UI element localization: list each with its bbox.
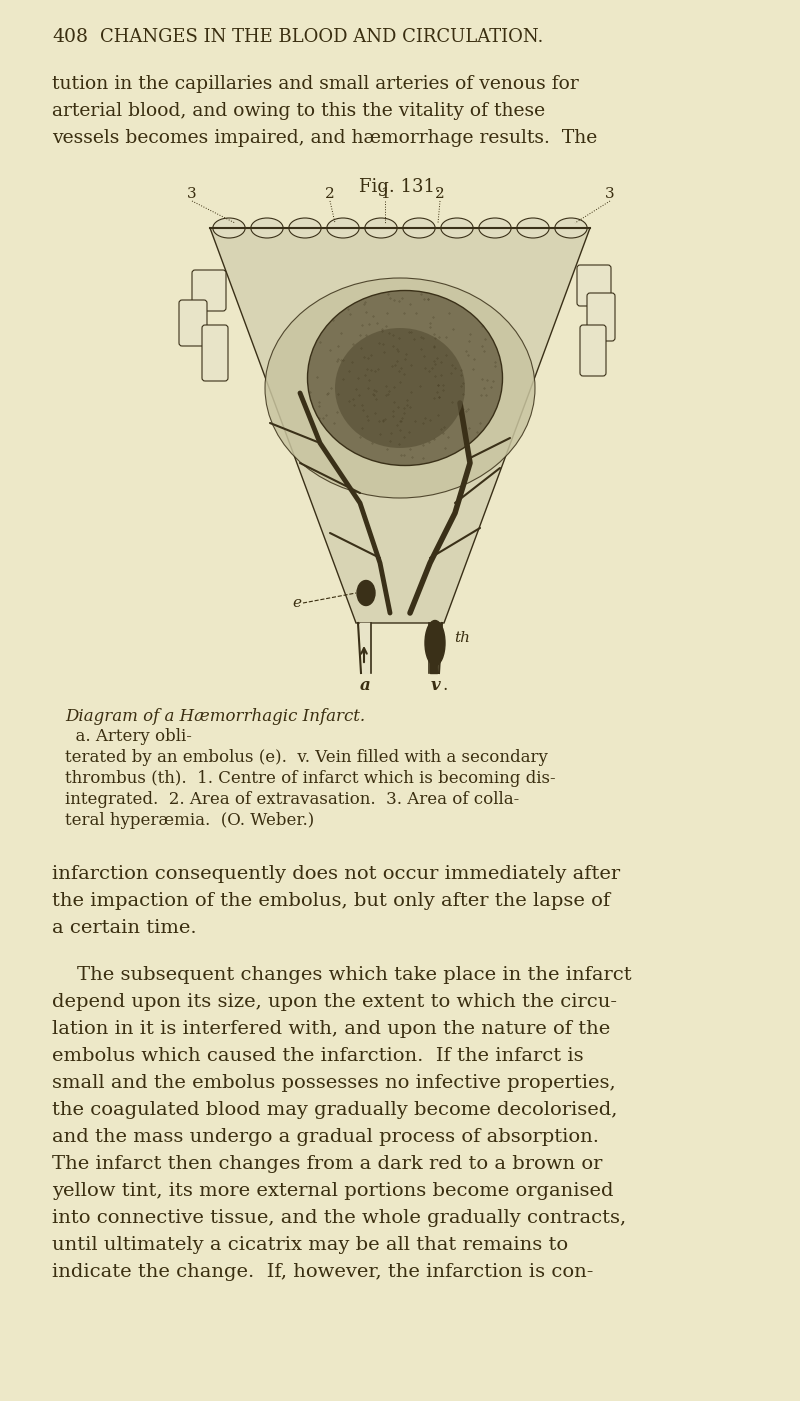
- Text: a. Artery obli-: a. Artery obli-: [65, 729, 192, 745]
- Ellipse shape: [213, 219, 245, 238]
- Ellipse shape: [403, 219, 435, 238]
- Text: Fig. 131.: Fig. 131.: [359, 178, 441, 196]
- Text: 2: 2: [325, 186, 335, 200]
- Ellipse shape: [517, 219, 549, 238]
- Ellipse shape: [265, 277, 535, 497]
- Text: th: th: [454, 630, 470, 644]
- Ellipse shape: [327, 219, 359, 238]
- Text: tution in the capillaries and small arteries of venous for: tution in the capillaries and small arte…: [52, 76, 578, 92]
- Ellipse shape: [425, 621, 445, 665]
- Text: Diagram of a Hæmorrhagic Infarct.: Diagram of a Hæmorrhagic Infarct.: [65, 708, 365, 724]
- Text: a certain time.: a certain time.: [52, 919, 197, 937]
- Text: CHANGES IN THE BLOOD AND CIRCULATION.: CHANGES IN THE BLOOD AND CIRCULATION.: [100, 28, 543, 46]
- Text: arterial blood, and owing to this the vitality of these: arterial blood, and owing to this the vi…: [52, 102, 545, 120]
- Ellipse shape: [479, 219, 511, 238]
- Ellipse shape: [289, 219, 321, 238]
- Text: until ultimately a cicatrix may be all that remains to: until ultimately a cicatrix may be all t…: [52, 1236, 568, 1254]
- Text: the impaction of the embolus, but only after the lapse of: the impaction of the embolus, but only a…: [52, 892, 610, 911]
- FancyBboxPatch shape: [202, 325, 228, 381]
- Text: teral hyperæmia.  (O. Weber.): teral hyperæmia. (O. Weber.): [65, 813, 314, 829]
- Text: and the mass undergo a gradual process of absorption.: and the mass undergo a gradual process o…: [52, 1128, 599, 1146]
- Text: small and the embolus possesses no infective properties,: small and the embolus possesses no infec…: [52, 1075, 616, 1091]
- Text: v: v: [430, 677, 440, 693]
- Text: vessels becomes impaired, and hæmorrhage results.  The: vessels becomes impaired, and hæmorrhage…: [52, 129, 598, 147]
- Ellipse shape: [365, 219, 397, 238]
- Text: yellow tint, its more external portions become organised: yellow tint, its more external portions …: [52, 1182, 614, 1201]
- FancyBboxPatch shape: [587, 293, 615, 340]
- Text: the coagulated blood may gradually become decolorised,: the coagulated blood may gradually becom…: [52, 1101, 618, 1119]
- Text: a: a: [360, 677, 370, 693]
- Text: 408: 408: [52, 28, 88, 46]
- Text: 1: 1: [380, 186, 390, 200]
- Text: 3: 3: [605, 186, 615, 200]
- Ellipse shape: [357, 580, 375, 605]
- Text: terated by an embolus (e).  v. Vein filled with a secondary: terated by an embolus (e). v. Vein fille…: [65, 750, 548, 766]
- Text: .: .: [442, 677, 447, 693]
- Text: indicate the change.  If, however, the infarction is con-: indicate the change. If, however, the in…: [52, 1262, 594, 1281]
- Text: The subsequent changes which take place in the infarct: The subsequent changes which take place …: [52, 967, 632, 984]
- Text: lation in it is interfered with, and upon the nature of the: lation in it is interfered with, and upo…: [52, 1020, 610, 1038]
- Text: The infarct then changes from a dark red to a brown or: The infarct then changes from a dark red…: [52, 1154, 602, 1173]
- Text: 2: 2: [435, 186, 445, 200]
- FancyBboxPatch shape: [580, 325, 606, 375]
- Ellipse shape: [251, 219, 283, 238]
- Text: into connective tissue, and the whole gradually contracts,: into connective tissue, and the whole gr…: [52, 1209, 626, 1227]
- FancyBboxPatch shape: [577, 265, 611, 305]
- Text: 3: 3: [187, 186, 197, 200]
- FancyBboxPatch shape: [179, 300, 207, 346]
- Ellipse shape: [307, 290, 502, 465]
- Ellipse shape: [441, 219, 473, 238]
- Text: integrated.  2. Area of extravasation.  3. Area of colla-: integrated. 2. Area of extravasation. 3.…: [65, 792, 519, 808]
- Text: embolus which caused the infarction.  If the infarct is: embolus which caused the infarction. If …: [52, 1047, 584, 1065]
- Ellipse shape: [555, 219, 587, 238]
- Polygon shape: [210, 228, 590, 623]
- FancyBboxPatch shape: [192, 270, 226, 311]
- Text: infarction consequently does not occur immediately after: infarction consequently does not occur i…: [52, 864, 620, 883]
- Ellipse shape: [335, 328, 465, 448]
- Text: e: e: [292, 595, 301, 609]
- Text: depend upon its size, upon the extent to which the circu-: depend upon its size, upon the extent to…: [52, 993, 617, 1012]
- Text: thrombus (th).  1. Centre of infarct which is becoming dis-: thrombus (th). 1. Centre of infarct whic…: [65, 771, 556, 787]
